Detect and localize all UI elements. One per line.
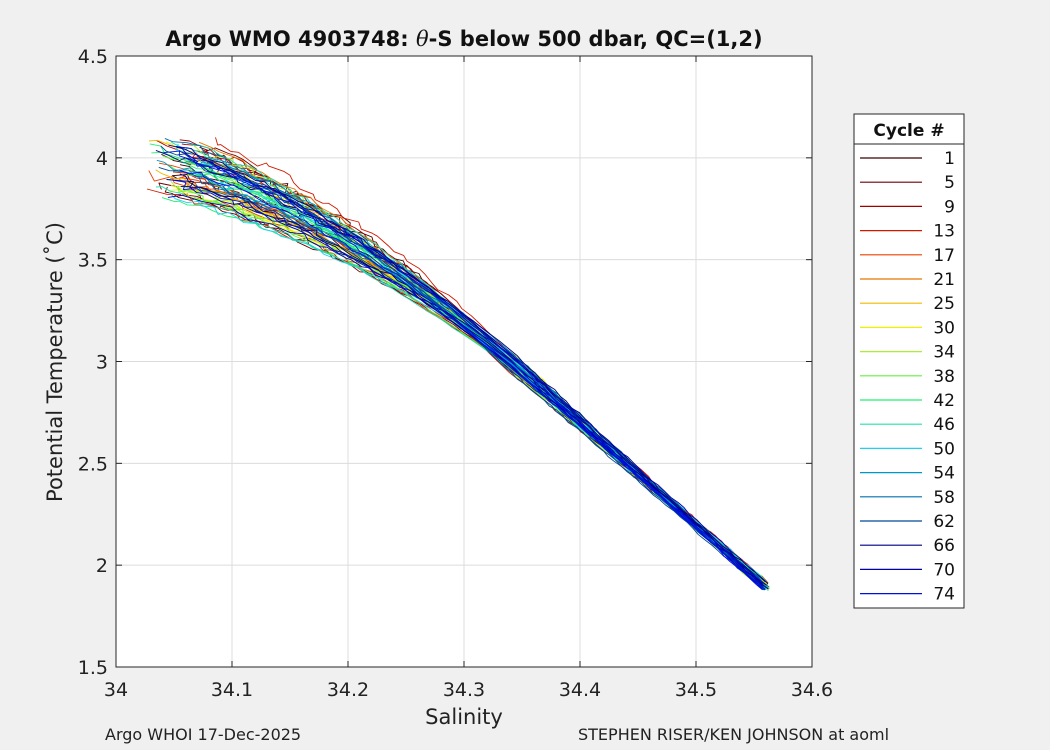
- legend-label: 54: [933, 464, 955, 484]
- legend-label: 70: [933, 560, 955, 580]
- legend-label: 25: [933, 294, 955, 314]
- x-tick-label: 34.2: [327, 679, 369, 701]
- legend-label: 17: [933, 246, 955, 266]
- legend-label: 13: [933, 222, 955, 242]
- x-tick-label: 34.6: [791, 679, 833, 701]
- y-axis-label: Potential Temperature (˚C): [43, 222, 67, 502]
- x-tick-label: 34.1: [211, 679, 253, 701]
- legend-label: 46: [933, 415, 955, 435]
- legend-label: 62: [933, 512, 955, 532]
- footer-left: Argo WHOI 17-Dec-2025: [105, 725, 302, 744]
- legend-label: 9: [944, 197, 955, 217]
- title-prefix: Argo WMO 4903748:: [165, 27, 416, 51]
- legend-label: 30: [933, 318, 955, 338]
- x-tick-label: 34.3: [443, 679, 485, 701]
- legend-box: [853, 113, 965, 609]
- legend-label: 74: [933, 585, 955, 605]
- legend-label: 58: [933, 488, 955, 508]
- legend-label: 50: [933, 439, 955, 459]
- legend: Cycle # 1 5 9 13 17 21 25 30 34 38 42 46 50 54 58 62 66 7…: [853, 113, 965, 609]
- legend-label: 34: [933, 343, 955, 363]
- legend-label: 5: [944, 173, 955, 193]
- legend-label: 21: [933, 270, 955, 290]
- profile-line: [167, 194, 766, 583]
- profile-line: [178, 150, 763, 590]
- title-theta: θ: [416, 27, 429, 51]
- profile-line: [155, 149, 765, 587]
- profile-line: [179, 169, 766, 590]
- profile-line: [163, 150, 763, 582]
- y-tick-label: 1.5: [78, 657, 108, 679]
- y-tick-label: 2.5: [78, 453, 108, 475]
- y-tick-label: 2: [96, 555, 108, 577]
- axis-ticks: 34 34.1 34.2 34.3 34.4 34.5 34.6 1.5 2 2.5 3 3.5 4 4.…: [78, 46, 833, 701]
- grid-lines: [116, 56, 812, 667]
- profile-line: [168, 179, 766, 591]
- chart-title: Argo WMO 4903748: θ-S below 500 dbar, QC…: [165, 27, 762, 51]
- y-tick-label: 3.5: [78, 250, 108, 272]
- y-tick-label: 3: [96, 352, 108, 374]
- profiles-group: [146, 137, 771, 592]
- footer-right: STEPHEN RISER/KEN JOHNSON at aoml: [578, 725, 890, 744]
- x-tick-label: 34.4: [559, 679, 601, 701]
- title-suffix: -S below 500 dbar, QC=(1,2): [429, 27, 763, 51]
- legend-title: Cycle #: [873, 121, 944, 141]
- legend-label: 66: [933, 536, 955, 556]
- x-axis-label: Salinity: [425, 705, 503, 729]
- legend-label: 1: [944, 149, 955, 169]
- x-tick-label: 34.5: [675, 679, 717, 701]
- y-tick-label: 4.5: [78, 46, 108, 68]
- x-tick-label: 34: [104, 679, 128, 701]
- legend-label: 38: [933, 367, 955, 387]
- profile-line: [180, 185, 763, 585]
- y-tick-label: 4: [96, 148, 108, 170]
- legend-label: 42: [933, 391, 955, 411]
